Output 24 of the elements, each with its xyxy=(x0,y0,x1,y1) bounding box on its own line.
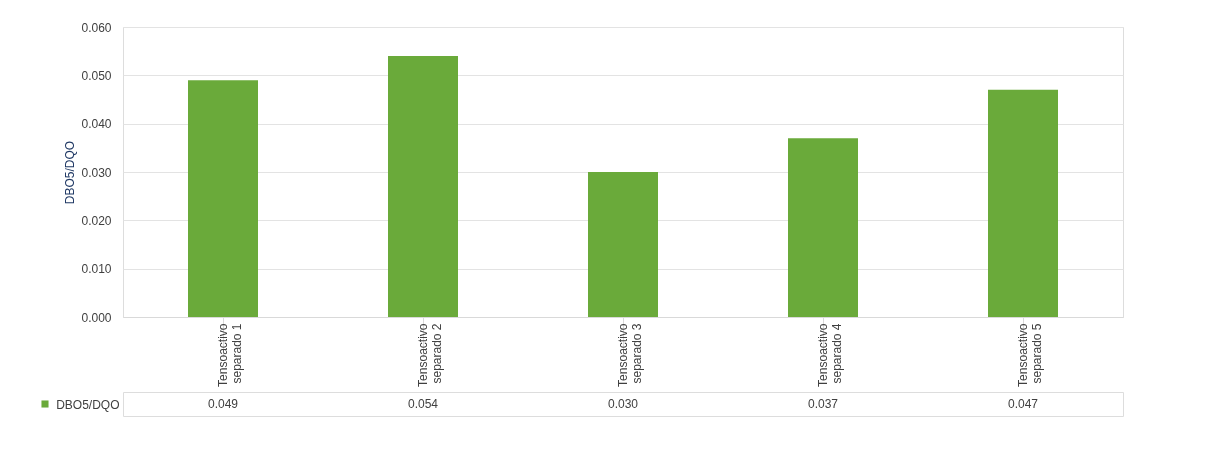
bar xyxy=(988,89,1058,317)
y-tick-label: 0.000 xyxy=(81,310,112,325)
bar xyxy=(388,56,458,317)
y-tick-label: 0.050 xyxy=(81,68,112,83)
y-tick-label: 0.040 xyxy=(81,117,112,132)
x-tick-label: Tensoactivo separado 4 xyxy=(816,323,844,387)
y-tick-label: 0.060 xyxy=(81,20,112,35)
x-tick-label: Tensoactivo separado 5 xyxy=(1016,323,1044,387)
data-label: 0.030 xyxy=(607,397,639,411)
legend-label: DBO5/DQO xyxy=(56,397,120,412)
bar xyxy=(588,172,658,317)
data-label: 0.047 xyxy=(1007,397,1039,411)
y-tick-label: 0.020 xyxy=(81,213,112,228)
data-label: 0.054 xyxy=(407,397,439,411)
y-tick-label: 0.030 xyxy=(81,165,112,180)
x-tick-label: Tensoactivo separado 3 xyxy=(616,323,644,387)
bar xyxy=(188,80,258,317)
y-tick-label: 0.010 xyxy=(81,262,112,277)
x-tick-label: Tensoactivo separado 1 xyxy=(216,323,244,387)
x-tick-label: Tensoactivo separado 2 xyxy=(416,323,444,387)
data-label: 0.049 xyxy=(207,397,239,411)
y-axis-title: DBO5/DQO xyxy=(63,140,78,205)
bar xyxy=(788,138,858,317)
data-label: 0.037 xyxy=(807,397,839,411)
